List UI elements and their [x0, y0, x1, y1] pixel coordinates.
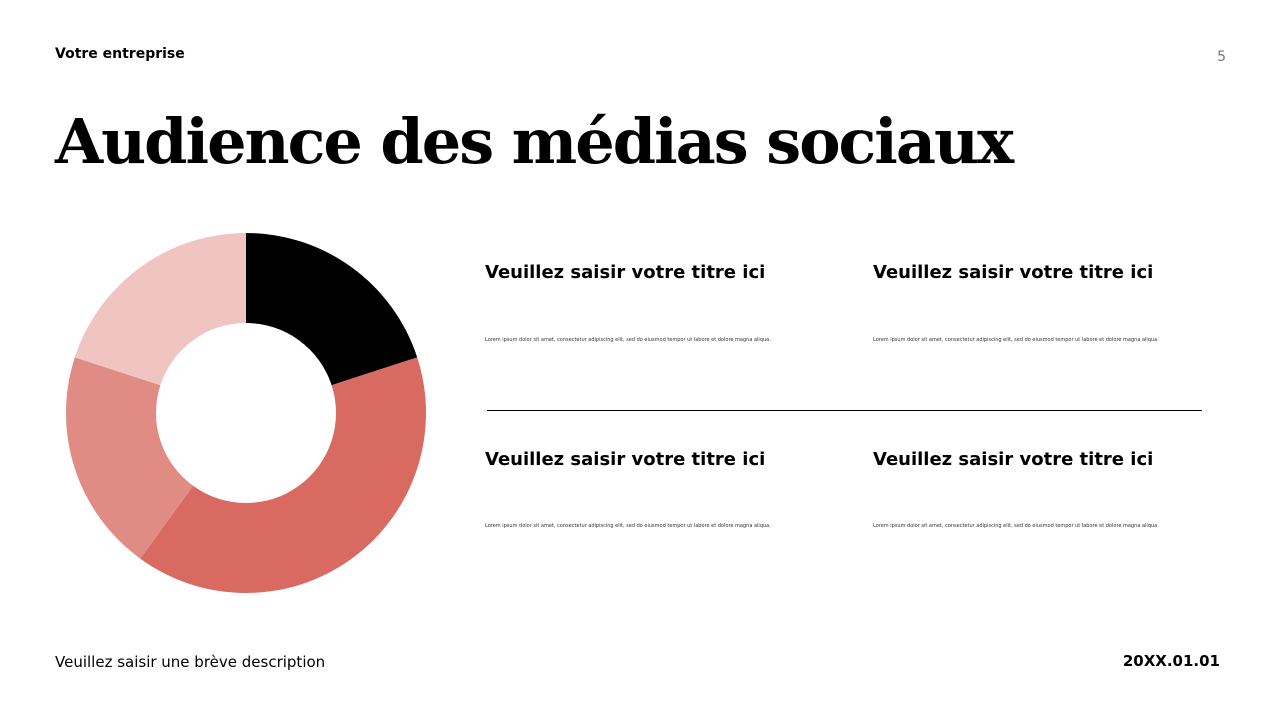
item-text: Lorem ipsum dolor sit amet, consectetur …	[873, 523, 1159, 529]
item-title: Veuillez saisir votre titre ici	[873, 449, 1154, 470]
item-title: Veuillez saisir votre titre ici	[485, 449, 766, 470]
donut-slice	[246, 233, 418, 386]
donut-slice	[74, 233, 246, 386]
item-title: Veuillez saisir votre titre ici	[873, 262, 1154, 283]
donut-chart	[66, 233, 427, 593]
date: 20XX.01.01	[1122, 652, 1220, 670]
company: Votre entreprise	[55, 46, 185, 62]
item-text: Lorem ipsum dolor sit amet, consectetur …	[485, 523, 771, 529]
item-text: Lorem ipsum dolor sit amet, consectetur …	[485, 337, 771, 343]
divider	[487, 410, 1202, 411]
page-number: 5	[1217, 49, 1226, 65]
slide-title: Audience des médias sociaux	[55, 105, 1014, 178]
donut-slice	[140, 357, 427, 593]
item-title: Veuillez saisir votre titre ici	[485, 262, 766, 283]
donut-slice	[66, 357, 194, 559]
description: Veuillez saisir une brève description	[55, 653, 326, 671]
item-text: Lorem ipsum dolor sit amet, consectetur …	[873, 337, 1159, 343]
